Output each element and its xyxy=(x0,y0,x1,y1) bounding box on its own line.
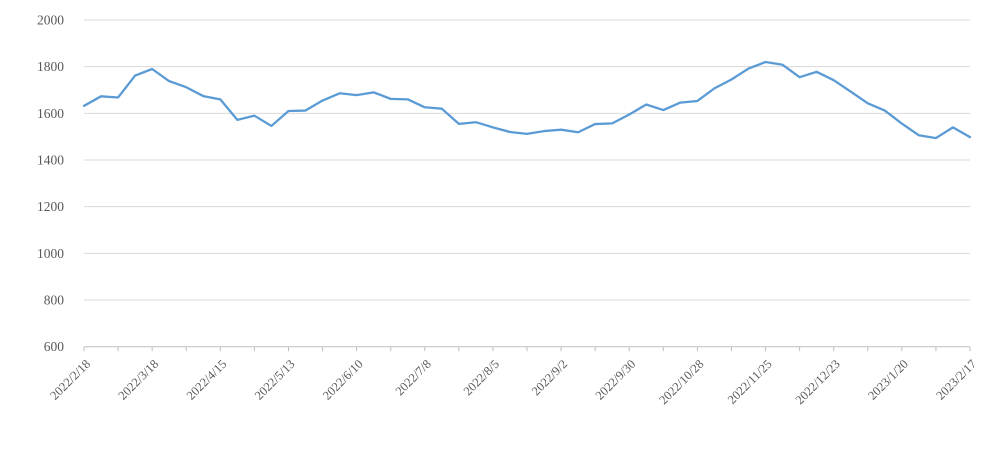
x-axis-label: 2022/8/5 xyxy=(461,357,502,398)
x-axis-label: 2022/11/25 xyxy=(725,357,775,407)
y-axis-label: 2000 xyxy=(37,13,64,28)
x-axis-label: 2022/9/2 xyxy=(529,357,570,398)
y-axis-label: 600 xyxy=(44,339,65,354)
x-axis-label: 2022/2/18 xyxy=(47,357,93,403)
y-axis-label: 1400 xyxy=(37,153,64,168)
y-axis-label: 1000 xyxy=(37,246,64,261)
x-axis-label: 2022/12/23 xyxy=(793,357,843,407)
x-axis-label: 2022/4/15 xyxy=(184,357,230,403)
x-axis-label: 2022/7/8 xyxy=(393,357,434,398)
x-axis-label: 2023/1/20 xyxy=(865,357,911,403)
x-axis-label: 2023/2/17 xyxy=(933,357,979,403)
x-axis-label: 2022/9/30 xyxy=(593,357,639,403)
series-line xyxy=(82,60,972,140)
y-axis-label: 1600 xyxy=(37,106,64,121)
y-axis-label: 800 xyxy=(44,293,65,308)
x-axis-label: 2022/3/18 xyxy=(116,357,162,403)
x-axis-label: 2022/6/10 xyxy=(320,357,366,403)
y-axis-label: 1200 xyxy=(37,199,64,214)
x-axis-label: 2022/5/13 xyxy=(252,357,298,403)
x-axis-label: 2022/10/28 xyxy=(656,357,706,407)
y-axis-label: 1800 xyxy=(37,59,64,74)
